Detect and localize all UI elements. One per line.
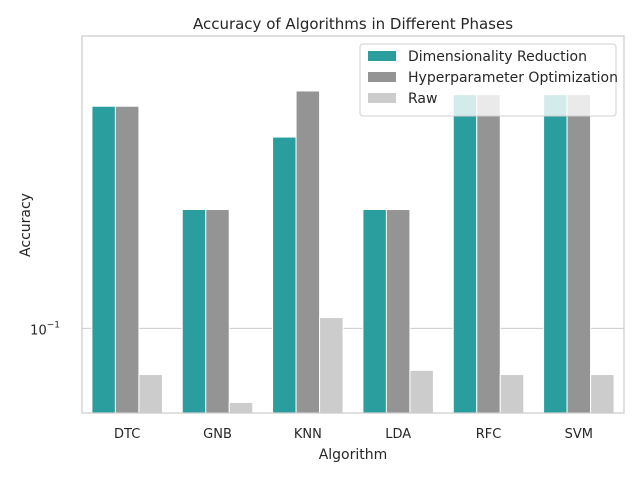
- bar-lda-series-0: [362, 209, 387, 414]
- legend: Dimensionality Reduction Hyperparameter O…: [359, 43, 618, 117]
- bar-svm-series-0: [543, 94, 568, 414]
- bar-knn-series-2: [319, 317, 344, 414]
- bar-dtc-series-0: [91, 105, 116, 414]
- x-tick-label-svm: SVM: [565, 427, 593, 442]
- bars-group: [91, 90, 615, 414]
- legend-label-2: Raw: [408, 91, 437, 107]
- y-tick-label-0: 10−1: [30, 320, 60, 338]
- bar-svm-series-1: [566, 94, 592, 414]
- x-tick-label-dtc: DTC: [114, 427, 140, 442]
- axes-border: [81, 35, 625, 414]
- y-tick-exponent: −1: [47, 320, 60, 330]
- bar-dtc-series-2: [138, 374, 163, 414]
- bar-dtc-series-1: [114, 105, 140, 414]
- x-tick-label-knn: KNN: [294, 427, 322, 442]
- bar-gnb-series-1: [205, 209, 230, 414]
- legend-label-0: Dimensionality Reduction: [408, 49, 587, 65]
- legend-swatch-1: [368, 72, 396, 82]
- bar-gnb-series-0: [181, 209, 207, 414]
- x-axis-label: Algorithm: [319, 447, 388, 463]
- bar-rfc-series-1: [476, 94, 501, 414]
- bar-knn-series-0: [272, 136, 297, 414]
- bar-rfc-series-2: [499, 374, 525, 414]
- x-tick-label-gnb: GNB: [203, 427, 232, 442]
- bar-gnb-series-2: [228, 401, 254, 414]
- bar-knn-series-1: [295, 90, 321, 414]
- legend-label-1: Hyperparameter Optimization: [408, 70, 618, 86]
- axes-frame: [81, 35, 625, 414]
- legend-swatch-0: [368, 51, 396, 61]
- y-tick-labels: 10−1: [30, 320, 60, 338]
- bar-lda-series-2: [409, 369, 434, 414]
- x-tick-labels: DTC GNB KNN LDA RFC SVM: [114, 427, 593, 442]
- x-tick-label-lda: LDA: [385, 427, 411, 442]
- bar-rfc-series-0: [452, 94, 478, 414]
- y-tick-base: 10: [30, 323, 47, 338]
- bar-lda-series-1: [385, 209, 411, 414]
- x-tick-label-rfc: RFC: [476, 427, 502, 442]
- legend-box: [359, 43, 617, 117]
- y-axis-label: Accuracy: [18, 193, 34, 257]
- legend-swatch-2: [368, 93, 396, 103]
- bar-svm-series-2: [590, 374, 615, 414]
- chart-title: Accuracy of Algorithms in Different Phas…: [193, 15, 513, 33]
